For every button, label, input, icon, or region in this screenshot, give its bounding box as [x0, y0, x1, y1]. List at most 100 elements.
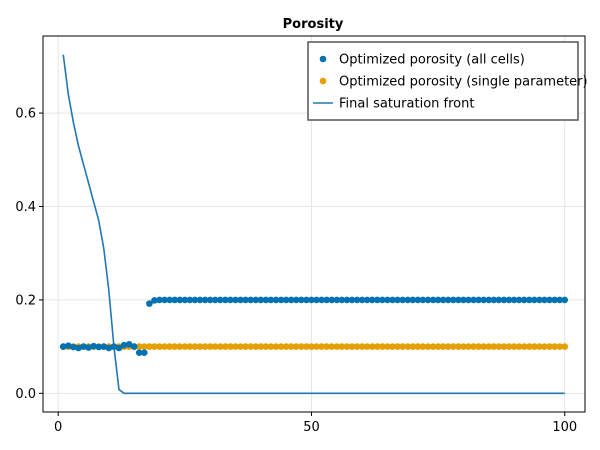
data-point — [515, 296, 523, 304]
data-point — [85, 344, 92, 351]
x-tick-label: 100 — [552, 420, 577, 435]
legend-marker-point — [319, 55, 327, 63]
data-point — [272, 343, 280, 350]
data-point — [135, 349, 143, 356]
series-0-points — [59, 296, 569, 356]
data-point — [353, 296, 361, 304]
y-tick-label: 0.6 — [15, 107, 36, 122]
data-point — [262, 296, 270, 304]
data-point — [282, 296, 290, 304]
data-point — [384, 296, 391, 304]
data-point — [414, 296, 422, 304]
data-point — [171, 296, 179, 304]
data-point — [424, 296, 432, 304]
data-point — [500, 296, 508, 304]
y-tick-label: 0.4 — [15, 200, 36, 215]
data-point — [333, 296, 341, 304]
data-point — [146, 343, 153, 350]
data-point — [343, 296, 351, 304]
chart-title: Porosity — [283, 17, 344, 32]
data-point — [424, 343, 432, 350]
data-point — [404, 296, 412, 304]
data-point — [480, 296, 487, 304]
data-point — [399, 296, 406, 304]
y-tick-label: 0.0 — [15, 387, 36, 402]
data-point — [222, 296, 229, 304]
data-point — [303, 296, 310, 304]
data-point — [394, 343, 401, 350]
data-point — [434, 343, 442, 350]
data-point — [166, 296, 173, 304]
data-point — [196, 296, 204, 304]
data-point — [505, 296, 513, 304]
data-point — [434, 296, 442, 304]
data-point — [444, 343, 452, 350]
data-point — [460, 296, 467, 304]
data-point — [455, 343, 462, 350]
legend-marker-point — [319, 77, 327, 85]
data-point — [470, 296, 477, 304]
data-point — [191, 343, 199, 350]
data-point — [282, 343, 290, 350]
data-point — [561, 296, 569, 304]
data-point — [480, 343, 487, 350]
data-point — [262, 343, 270, 350]
data-point — [227, 343, 234, 350]
data-point — [520, 296, 528, 304]
data-point — [247, 343, 254, 350]
data-point — [556, 343, 563, 350]
data-point — [490, 343, 498, 350]
data-point — [551, 296, 558, 304]
data-point — [328, 343, 336, 350]
data-point — [95, 343, 103, 351]
data-point — [65, 342, 72, 349]
data-point — [541, 296, 548, 304]
data-point — [419, 343, 427, 350]
legend-label: Final saturation front — [339, 97, 474, 112]
data-point — [323, 296, 330, 304]
data-point — [556, 296, 563, 304]
saturation-front-line — [62, 54, 565, 395]
data-point — [176, 343, 184, 350]
data-point — [531, 296, 538, 304]
data-point — [146, 300, 153, 307]
series-1-points — [59, 343, 569, 350]
data-point — [90, 342, 97, 350]
data-point — [353, 343, 361, 350]
data-point — [551, 343, 558, 350]
data-point — [500, 343, 508, 350]
data-point — [227, 296, 234, 304]
data-point — [414, 343, 422, 350]
data-point — [252, 343, 260, 350]
data-point — [541, 343, 548, 350]
data-point — [495, 343, 503, 350]
data-point — [536, 343, 543, 350]
data-point — [161, 296, 168, 304]
data-point — [531, 343, 538, 350]
data-point — [313, 343, 320, 350]
data-point — [465, 343, 472, 350]
x-tick-label: 0 — [54, 420, 62, 435]
data-point — [429, 296, 437, 304]
data-point — [75, 344, 82, 352]
data-point — [166, 343, 173, 350]
data-point — [318, 343, 325, 350]
data-point — [237, 343, 244, 350]
data-point — [211, 296, 219, 304]
data-point — [222, 343, 229, 350]
data-point — [475, 296, 482, 304]
data-point — [338, 343, 346, 350]
data-point — [308, 343, 315, 350]
data-point — [247, 296, 254, 304]
data-point — [252, 296, 260, 304]
data-point — [277, 343, 285, 350]
data-point — [429, 343, 437, 350]
data-point — [490, 296, 498, 304]
data-point — [368, 296, 376, 304]
data-point — [475, 343, 482, 350]
y-tick-label: 0.2 — [15, 293, 36, 308]
plot-frame — [42, 35, 586, 413]
data-point — [439, 296, 447, 304]
data-point — [141, 343, 148, 350]
